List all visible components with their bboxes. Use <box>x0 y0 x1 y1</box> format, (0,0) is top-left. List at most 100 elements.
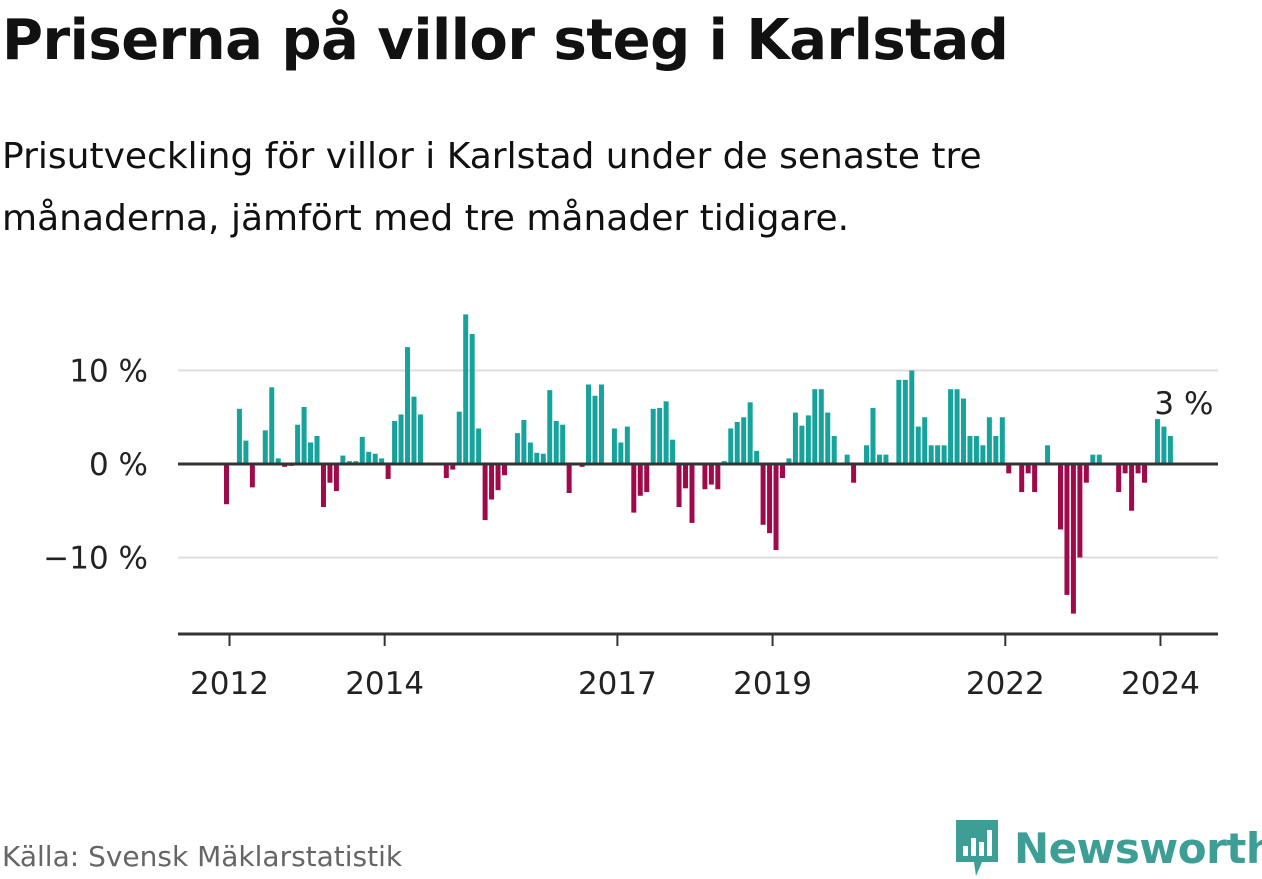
bar-positive <box>553 420 559 464</box>
bar-positive <box>980 445 986 464</box>
bar-negative <box>683 464 689 489</box>
bar-negative <box>1116 464 1122 493</box>
bar-positive <box>818 389 824 464</box>
bar-negative <box>566 464 572 493</box>
bar-negative <box>320 464 326 508</box>
source-note: Källa: Svensk Mäklarstatistik <box>2 840 403 873</box>
value-annotation: 3 % <box>1154 386 1213 422</box>
bar-positive <box>657 407 663 464</box>
bar-negative <box>327 464 333 483</box>
bar-negative <box>501 464 507 476</box>
bar-negative <box>689 464 695 523</box>
bar-positive <box>301 406 307 464</box>
bar-positive <box>366 451 372 464</box>
bar-positive <box>663 401 669 464</box>
bar-negative <box>1019 464 1025 493</box>
bar-negative <box>1057 464 1063 530</box>
bar-positive <box>236 408 242 464</box>
bar-positive <box>734 421 740 464</box>
bar-positive <box>624 426 630 464</box>
bar-negative <box>637 464 643 496</box>
bar-positive <box>340 455 346 464</box>
bar-positive <box>967 435 973 464</box>
bar-negative <box>1142 464 1148 483</box>
x-tick-label: 2019 <box>733 666 812 702</box>
bar-positive <box>618 442 624 464</box>
x-tick-label: 2012 <box>190 666 269 702</box>
bar-positive <box>941 445 947 464</box>
bar-negative <box>1006 464 1012 474</box>
bar-negative <box>715 464 721 490</box>
x-axis-ticks: 2012 2014 2017 2019 2022 2024 <box>190 634 1200 702</box>
bar-positive <box>540 453 546 464</box>
bar-negative <box>631 464 637 513</box>
bar-positive <box>469 334 475 464</box>
bar-positive <box>799 425 805 464</box>
bar-positive <box>741 417 747 464</box>
bar-positive <box>754 450 760 464</box>
bars <box>224 314 1173 614</box>
bar-positive <box>747 402 753 464</box>
bar-positive <box>825 412 831 464</box>
bar-chart: 10 % 0 % −10 % 2012 2014 2017 2019 2022 2024 3 … <box>43 314 1218 702</box>
bar-positive <box>1096 454 1102 464</box>
bar-positive <box>928 445 934 464</box>
bar-positive <box>611 428 617 464</box>
bar-positive <box>786 458 792 464</box>
bar-negative <box>1064 464 1070 595</box>
bar-positive <box>527 442 533 464</box>
x-tick-label: 2022 <box>966 666 1045 702</box>
bar-positive <box>961 398 967 464</box>
bar-positive <box>598 384 604 464</box>
bar-positive <box>973 435 979 464</box>
bar-negative <box>773 464 779 551</box>
bar-positive <box>521 420 527 464</box>
bar-positive <box>1167 435 1173 464</box>
bar-negative <box>249 464 255 488</box>
bar-negative <box>333 464 339 492</box>
bar-positive <box>935 445 941 464</box>
bar-negative <box>1070 464 1076 614</box>
bar-positive <box>999 417 1005 464</box>
bar-positive <box>986 417 992 464</box>
bar-positive <box>922 417 928 464</box>
bar-negative <box>1135 464 1141 474</box>
bar-positive <box>262 430 268 464</box>
bar-negative <box>708 464 714 485</box>
bar-negative <box>450 464 456 470</box>
chart-title: Priserna på villor steg i Karlstad <box>2 8 1009 73</box>
bar-positive <box>1045 445 1051 464</box>
bar-positive <box>812 389 818 464</box>
brand-logo[interactable]: Newsworthy <box>952 818 1262 878</box>
y-axis-labels: 10 % 0 % −10 % <box>43 354 148 577</box>
y-tick-label: 10 % <box>69 354 148 390</box>
bar-positive <box>792 412 798 464</box>
bar-negative <box>1083 464 1089 483</box>
bar-negative <box>779 464 785 479</box>
bar-positive <box>308 442 314 464</box>
bar-negative <box>495 464 501 491</box>
bar-positive <box>876 454 882 464</box>
y-tick-label: 0 % <box>89 447 148 483</box>
bar-positive <box>728 428 734 464</box>
bar-positive <box>586 384 592 464</box>
bar-positive <box>463 314 469 464</box>
bar-positive <box>909 370 915 464</box>
bar-positive <box>1161 426 1167 464</box>
bar-negative <box>1077 464 1083 558</box>
bar-positive <box>547 390 553 464</box>
bar-positive <box>954 389 960 464</box>
bar-positive <box>831 435 837 464</box>
y-tick-label: −10 % <box>43 541 148 577</box>
bar-negative <box>443 464 449 479</box>
bar-negative <box>676 464 682 508</box>
x-tick-label: 2024 <box>1121 666 1200 702</box>
bar-negative <box>851 464 857 483</box>
x-tick-label: 2014 <box>345 666 424 702</box>
x-tick-label: 2017 <box>578 666 657 702</box>
bar-positive <box>314 435 320 464</box>
bar-positive <box>392 420 398 464</box>
bar-positive <box>870 407 876 464</box>
bar-positive <box>670 439 676 464</box>
bar-positive <box>275 458 281 464</box>
